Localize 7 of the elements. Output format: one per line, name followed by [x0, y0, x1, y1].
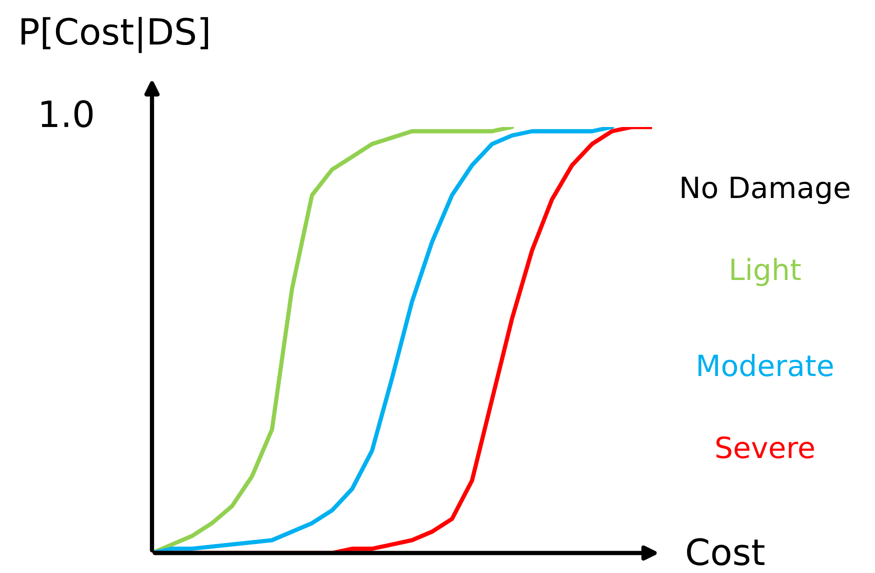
- text: Light: [731, 258, 801, 286]
- text: Moderate: [698, 354, 833, 376]
- text: No Damage: [682, 176, 850, 204]
- text: 1.0: [42, 100, 93, 128]
- text: Severe: [716, 436, 814, 458]
- y-axis-title: P[Cost|DS]: [22, 16, 208, 54]
- x-axis-title: Cost: [687, 538, 764, 566]
